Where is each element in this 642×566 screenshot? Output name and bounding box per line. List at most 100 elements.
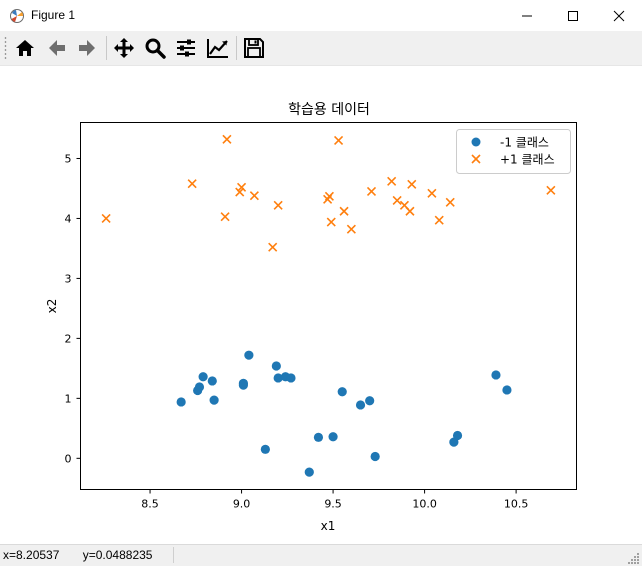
data-point-class-neg — [491, 370, 501, 380]
save-button[interactable] — [240, 34, 268, 62]
data-point-class-pos — [326, 217, 336, 227]
data-point-class-pos — [445, 197, 455, 207]
data-point-class-neg — [337, 387, 347, 397]
save-icon — [244, 38, 264, 58]
data-point-class-pos — [324, 191, 334, 201]
data-point-class-pos — [339, 206, 349, 216]
data-point-class-pos — [235, 187, 245, 197]
legend-marker-class-neg — [471, 137, 481, 147]
data-point-class-pos — [101, 213, 111, 224]
data-point-class-neg — [365, 396, 375, 406]
cursor-y: y=0.0488235 — [82, 548, 153, 562]
back-button[interactable] — [43, 34, 71, 62]
zoom-icon — [145, 38, 166, 59]
data-point-class-pos — [273, 200, 283, 210]
status-bar: x=8.20537 y=0.0488235 — [0, 544, 642, 566]
forward-icon — [79, 40, 95, 56]
pan-icon — [114, 38, 134, 58]
data-point-class-pos — [405, 206, 415, 216]
data-point-class-neg — [452, 430, 463, 441]
x-tick-label: 9.5 — [324, 498, 342, 511]
legend-label-class-pos: +1 클래스 — [500, 153, 555, 167]
home-button[interactable] — [11, 34, 39, 62]
minimize-icon — [522, 15, 532, 16]
x-tick-label: 10.5 — [504, 498, 529, 511]
window-titlebar: Figure 1 — [0, 0, 642, 31]
y-tick-label: 1 — [65, 392, 72, 405]
data-point-class-pos — [236, 182, 247, 192]
data-point-class-neg — [198, 372, 208, 382]
y-axis-label: x2 — [45, 299, 59, 314]
maximize-button[interactable] — [550, 0, 596, 31]
subplots-icon — [177, 39, 195, 57]
data-point-class-neg — [260, 444, 270, 454]
data-point-class-pos — [387, 176, 397, 186]
data-point-class-pos — [366, 186, 377, 197]
forward-button[interactable] — [73, 34, 101, 62]
close-icon — [613, 10, 625, 21]
data-point-class-neg — [207, 376, 217, 386]
axis-ticks: 8.5 9.0 9.5 10.0 10.5 0 1 2 3 4 5 — [65, 152, 529, 510]
legend-marker-class-pos — [471, 154, 481, 164]
pan-button[interactable] — [110, 34, 138, 62]
minimize-button[interactable] — [504, 0, 550, 31]
data-point-class-neg — [238, 380, 248, 390]
matplotlib-app-icon — [10, 9, 24, 23]
data-point-class-neg — [304, 467, 314, 477]
data-point-class-pos — [249, 191, 259, 201]
y-tick-label: 3 — [65, 272, 72, 285]
subplots-button[interactable] — [172, 34, 200, 62]
navigation-toolbar — [0, 31, 642, 66]
edit-curves-icon — [207, 39, 228, 58]
data-point-class-pos — [346, 224, 356, 234]
edit-curves-button[interactable] — [204, 34, 232, 62]
data-point-class-pos — [546, 185, 556, 195]
cursor-x: x=8.20537 — [3, 548, 60, 562]
data-point-class-neg — [209, 395, 219, 405]
x-axis-label: x1 — [321, 519, 336, 533]
status-divider — [173, 547, 174, 563]
y-tick-label: 2 — [65, 332, 72, 345]
data-point-class-pos — [222, 134, 232, 144]
data-point-class-neg — [244, 350, 254, 360]
data-point-class-pos — [220, 212, 230, 222]
data-point-class-pos — [268, 242, 278, 252]
close-button[interactable] — [596, 0, 642, 31]
data-point-class-neg — [328, 432, 338, 442]
data-point-class-neg — [313, 432, 324, 442]
axes-frame — [80, 122, 577, 490]
legend: -1 클래스 +1 클래스 — [456, 129, 571, 174]
toolbar-separator — [236, 36, 237, 60]
data-point-class-neg — [271, 361, 281, 371]
data-point-class-neg — [176, 397, 186, 407]
back-icon — [49, 40, 65, 56]
x-tick-label: 9.0 — [233, 498, 251, 511]
data-point-class-neg — [194, 382, 205, 392]
data-point-class-pos — [434, 215, 444, 225]
data-point-class-neg — [502, 385, 512, 395]
y-tick-label: 0 — [65, 452, 72, 465]
data-point-class-neg — [355, 400, 366, 410]
legend-box — [456, 129, 571, 174]
x-tick-label: 8.5 — [141, 498, 159, 511]
x-tick-label: 10.0 — [412, 498, 437, 511]
data-point-class-neg — [273, 373, 283, 383]
data-point-class-pos — [187, 179, 197, 189]
toolbar-separator — [106, 36, 107, 60]
data-point-class-pos — [427, 188, 437, 198]
figure-canvas[interactable]: 학습용 데이터 8.5 9.0 9.5 10.0 10.5 0 1 2 3 4 5 x1 x2 -1… — [0, 66, 642, 544]
data-point-class-pos — [407, 179, 417, 189]
y-tick-label: 5 — [65, 152, 72, 165]
toolbar-grip[interactable] — [4, 36, 7, 60]
resize-grip-icon[interactable] — [628, 552, 640, 564]
maximize-icon — [568, 10, 578, 21]
chart-title: 학습용 데이터 — [288, 102, 370, 118]
scatter-chart[interactable]: 학습용 데이터 8.5 9.0 9.5 10.0 10.5 0 1 2 3 4 5 x1 x2 -1… — [0, 66, 642, 544]
zoom-button[interactable] — [141, 34, 169, 62]
window-title: Figure 1 — [31, 8, 76, 22]
data-point-class-pos — [392, 195, 402, 206]
cursor-coordinates: x=8.20537 y=0.0488235 — [3, 548, 152, 562]
y-tick-label: 4 — [65, 212, 72, 225]
home-icon — [16, 40, 34, 56]
data-point-class-neg — [370, 451, 380, 462]
